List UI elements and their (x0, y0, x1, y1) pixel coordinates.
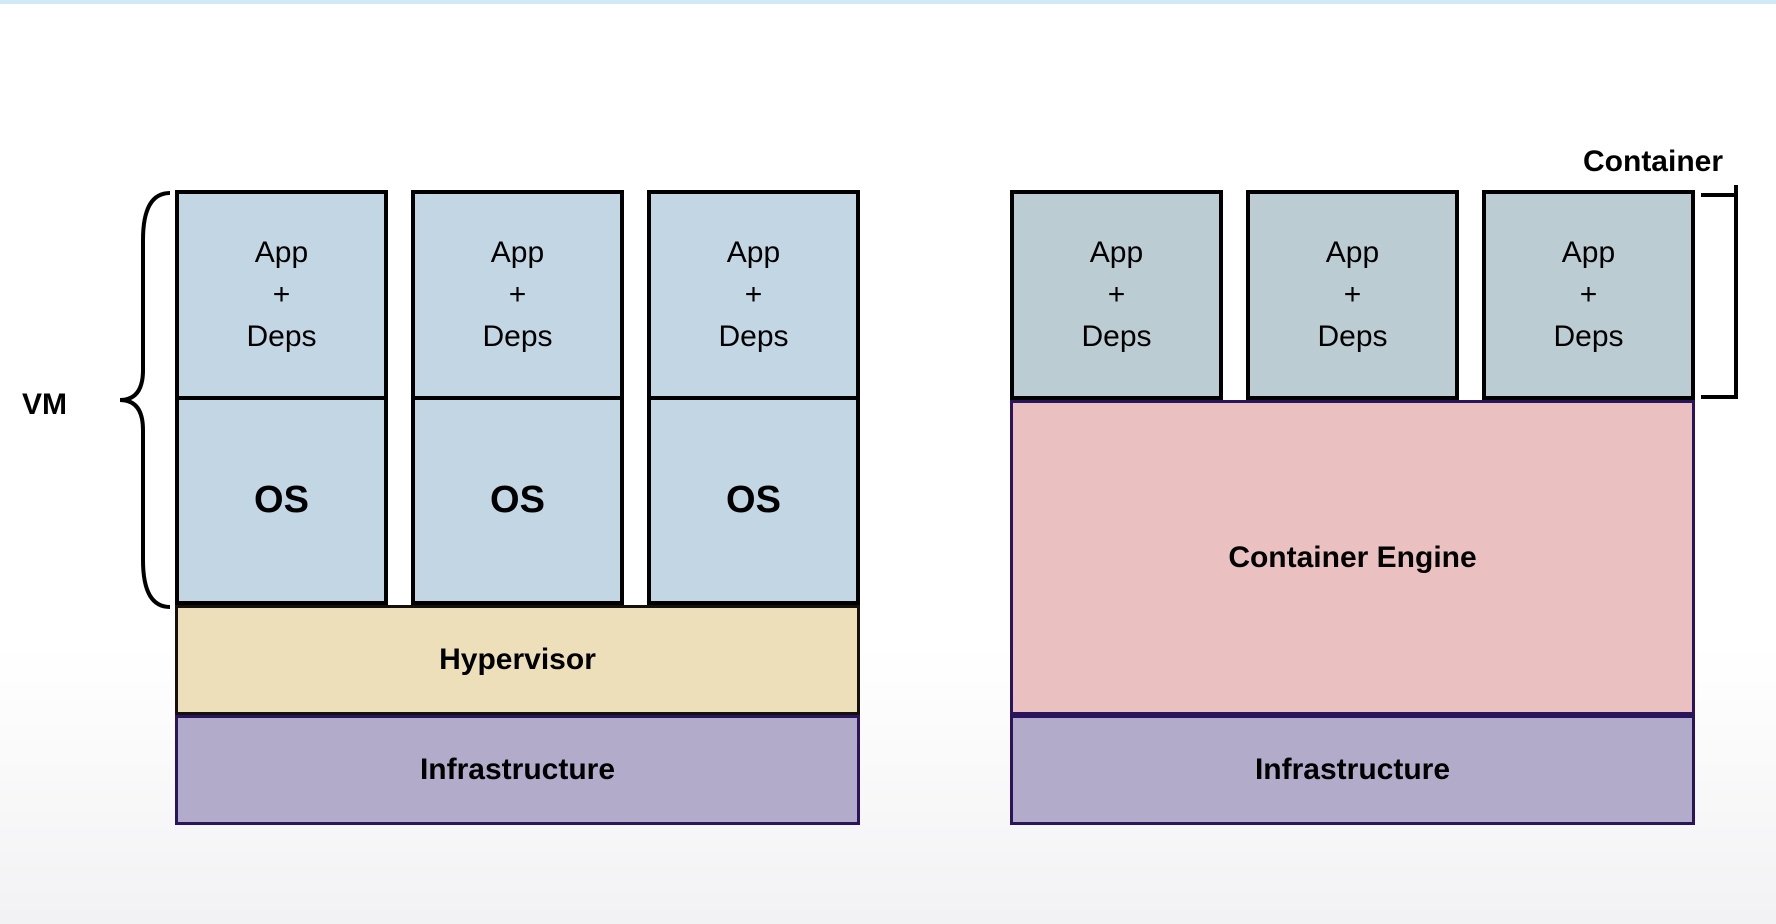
vm-os-box: OS (175, 400, 388, 605)
hypervisor-text: Hypervisor (439, 643, 596, 677)
container-app-text: App + Deps (1317, 232, 1387, 358)
vm-app-text: App + Deps (482, 232, 552, 358)
vm-os-box: OS (411, 400, 624, 605)
container-app-text: App + Deps (1081, 232, 1151, 358)
vm-os-text: OS (726, 479, 781, 522)
vm-bracket (115, 190, 175, 610)
infrastructure-layer: Infrastructure (175, 715, 860, 825)
container-label: Container (1583, 145, 1723, 179)
vm-os-text: OS (254, 479, 309, 522)
infrastructure-text: Infrastructure (1255, 753, 1450, 787)
vm-app-box: App + Deps (411, 190, 624, 400)
container-app-box: App + Deps (1010, 190, 1223, 400)
infrastructure-text: Infrastructure (420, 753, 615, 787)
top-accent-bar (0, 0, 1776, 4)
container-app-text: App + Deps (1553, 232, 1623, 358)
vm-app-box: App + Deps (647, 190, 860, 400)
container-app-box: App + Deps (1482, 190, 1695, 400)
vm-label: VM (22, 388, 67, 422)
vm-os-text: OS (490, 479, 545, 522)
container-engine-layer: Container Engine (1010, 400, 1695, 715)
vm-app-text: App + Deps (718, 232, 788, 358)
vm-app-text: App + Deps (246, 232, 316, 358)
infrastructure-layer: Infrastructure (1010, 715, 1695, 825)
vm-os-box: OS (647, 400, 860, 605)
container-app-box: App + Deps (1246, 190, 1459, 400)
vm-app-box: App + Deps (175, 190, 388, 400)
container-engine-text: Container Engine (1228, 541, 1476, 575)
container-bracket (1698, 185, 1753, 407)
hypervisor-layer: Hypervisor (175, 605, 860, 715)
